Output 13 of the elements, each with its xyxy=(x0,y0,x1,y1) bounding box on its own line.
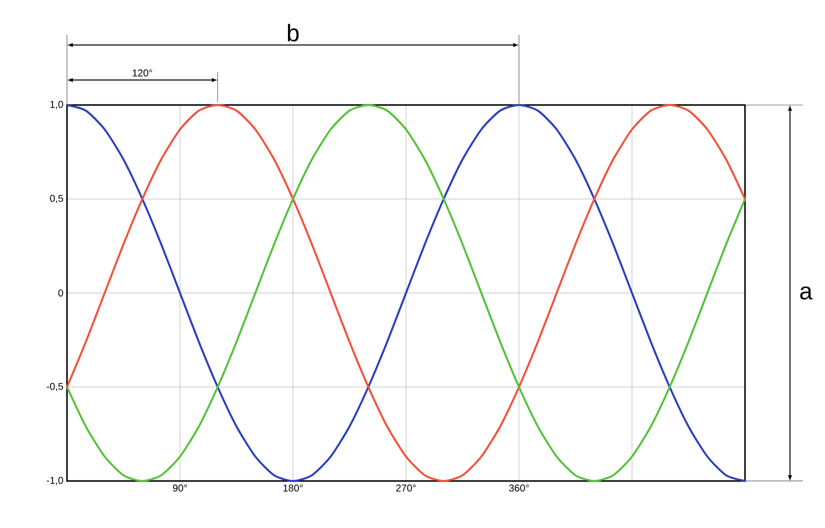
y-tick-label: 1,0 xyxy=(50,100,64,110)
text: a xyxy=(800,286,812,300)
x-tick-label: 90° xyxy=(172,484,187,492)
x-tick-label: 180° xyxy=(283,484,303,492)
y-tick-label: -0,5 xyxy=(46,382,64,392)
y-tick-label: 0,5 xyxy=(50,194,64,204)
text: 120° xyxy=(132,69,152,76)
x-tick-label: 270° xyxy=(396,484,416,492)
text: b xyxy=(288,24,299,42)
x-tick-label: 360° xyxy=(509,484,529,492)
line-series xyxy=(66,104,746,482)
y-tick-label: -1,0 xyxy=(46,476,64,486)
y-tick-label: 0 xyxy=(58,289,64,297)
